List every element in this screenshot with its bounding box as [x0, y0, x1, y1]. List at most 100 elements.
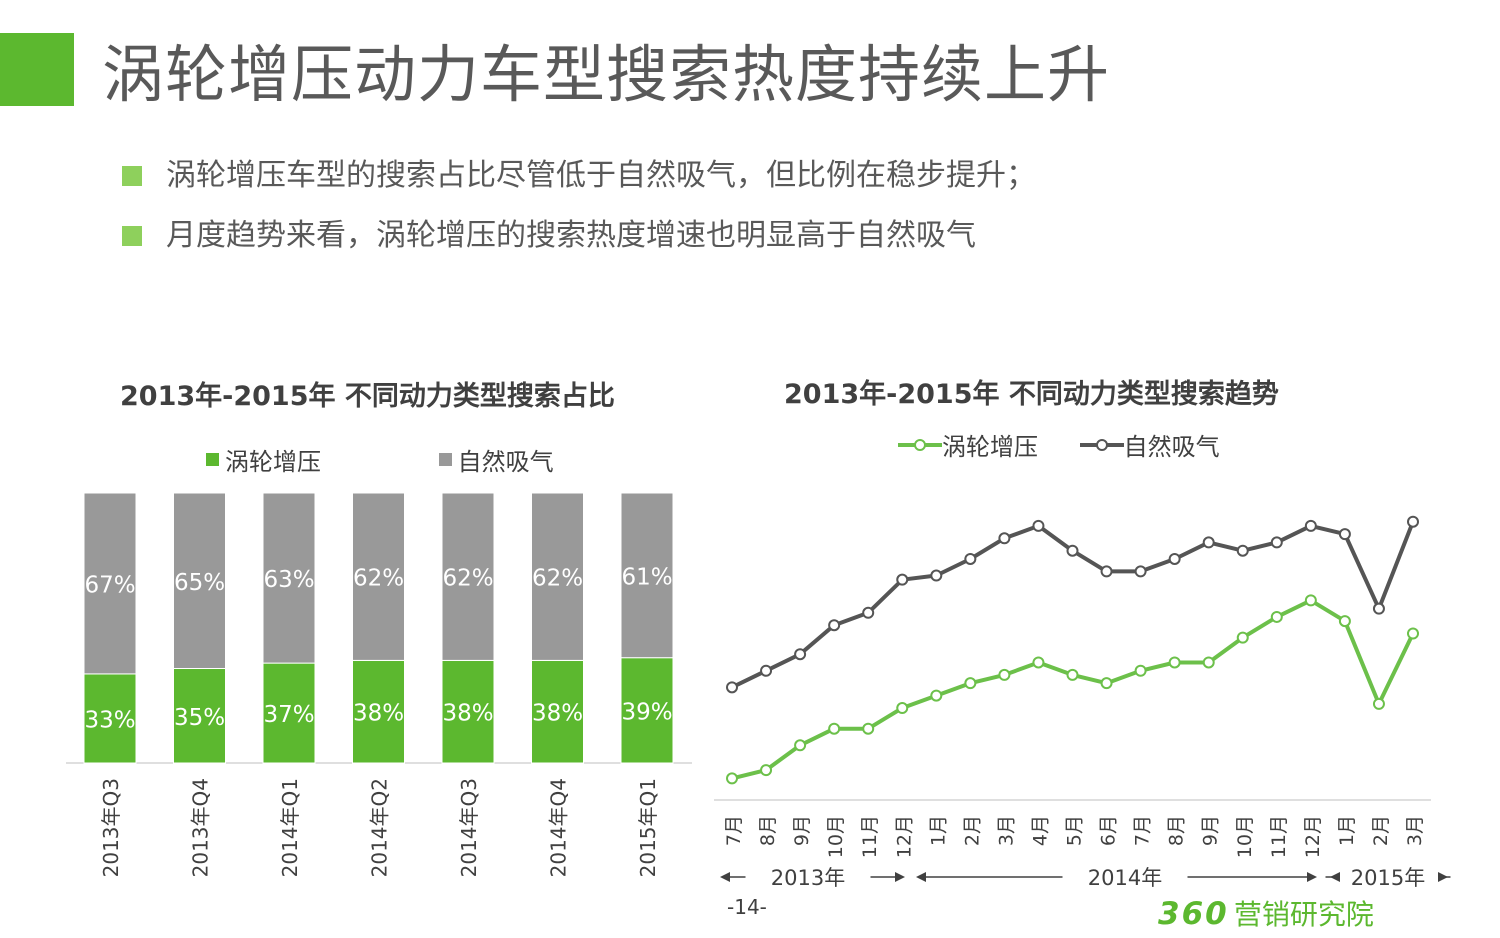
- legend-swatch-natural: [438, 453, 452, 466]
- line-point-turbo: [1202, 656, 1215, 669]
- line-point-natural: [1407, 515, 1419, 528]
- legend-swatch-turbo: [206, 453, 219, 466]
- line-point-natural: [1372, 602, 1385, 615]
- line-month-label: 5月: [1064, 815, 1086, 846]
- line-month-label: 12月: [1302, 815, 1324, 858]
- logo-text: 营销研究院: [1233, 898, 1374, 931]
- line-point-natural: [794, 648, 807, 661]
- line-month-label: 2月: [961, 815, 983, 846]
- bar-data-label-natural: 61%: [621, 564, 672, 590]
- line-chart-legend: 涡轮增压 自然吸气: [898, 427, 1220, 462]
- bar-data-label-turbo: 35%: [174, 705, 225, 731]
- bar-category-label: 2013年Q3: [99, 778, 123, 877]
- line-month-label: 11月: [859, 815, 881, 858]
- line-month-label: 3月: [995, 815, 1017, 846]
- line-month-label: 10月: [825, 815, 847, 858]
- page-number: -14-: [727, 895, 767, 919]
- bar-data-label-natural: 63%: [263, 567, 314, 593]
- line-point-natural: [828, 619, 841, 632]
- line-point-natural: [1338, 528, 1351, 541]
- line-point-turbo: [1100, 677, 1113, 690]
- arrow-left-icon: [720, 872, 730, 882]
- line-point-turbo: [1270, 610, 1283, 623]
- bullet-item: 涡轮增压车型的搜索占比尽管低于自然吸气，但比例在稳步提升；: [122, 148, 1036, 208]
- line-point-turbo: [1168, 656, 1181, 669]
- line-point-turbo: [794, 739, 807, 752]
- line-point-turbo: [862, 722, 875, 735]
- bar-turbo: [262, 662, 316, 764]
- bullet-item: 月度趋势来看，涡轮增压的搜索热度增速也明显高于自然吸气: [122, 208, 1036, 268]
- bar-chart-title: 2013年-2015年 不同动力类型搜索占比: [120, 381, 615, 412]
- arrow-right-icon: [1307, 872, 1317, 882]
- legend-item-natural: 自然吸气: [438, 442, 554, 477]
- line-point-natural: [1270, 536, 1283, 549]
- bar-data-label-natural: 62%: [353, 566, 404, 592]
- bar-natural: [262, 492, 316, 664]
- brand-logo: 360 营销研究院: [1158, 893, 1374, 933]
- legend-item-turbo: 涡轮增压: [206, 442, 321, 477]
- line-point-turbo: [726, 772, 738, 785]
- line-chart-title: 2013年-2015年 不同动力类型搜索趋势: [784, 379, 1279, 410]
- line-point-natural: [726, 681, 738, 694]
- bar-data-label-natural: 62%: [532, 566, 583, 592]
- line-point-turbo: [1134, 664, 1147, 677]
- bar-data-label-natural: 67%: [84, 572, 135, 598]
- line-year-label: 2014年: [1088, 866, 1162, 890]
- line-month-label: 1月: [1336, 815, 1358, 846]
- line-point-natural: [1032, 519, 1045, 532]
- line-year-label: 2013年: [771, 866, 845, 890]
- bar-turbo: [83, 673, 137, 764]
- line-month-label: 11月: [1268, 815, 1290, 858]
- line-month-label: 9月: [791, 815, 813, 846]
- line-year-label: 2015年: [1351, 866, 1425, 890]
- bullet-text: 涡轮增压车型的搜索占比尽管低于自然吸气，但比例在稳步提升；: [166, 158, 1036, 193]
- line-month-label: 9月: [1200, 815, 1222, 846]
- bar-data-label-turbo: 39%: [621, 699, 672, 725]
- bar-category-label: 2014年Q4: [547, 778, 571, 877]
- page-title: 涡轮增压动力车型搜索热度持续上升: [102, 38, 1111, 111]
- line-point-turbo: [1236, 631, 1249, 644]
- line-month-label: 4月: [1029, 815, 1051, 846]
- bar-natural: [173, 492, 226, 669]
- legend-line-turbo-icon: [898, 438, 942, 451]
- bar-category-label: 2014年Q2: [368, 778, 392, 877]
- bar-category-label: 2015年Q1: [636, 778, 660, 877]
- line-point-natural: [1134, 565, 1147, 578]
- line-point-turbo: [1304, 594, 1317, 607]
- line-point-turbo: [896, 702, 909, 715]
- legend-label-turbo-line: 涡轮增压: [942, 433, 1038, 461]
- legend-item-turbo-line: 涡轮增压: [898, 427, 1038, 462]
- line-point-turbo: [998, 668, 1011, 681]
- bar-data-label-natural: 62%: [442, 566, 493, 592]
- arrow-right-icon: [1438, 872, 1448, 882]
- line-point-turbo: [1032, 656, 1045, 669]
- line-month-label: 7月: [1132, 815, 1154, 846]
- arrow-right-icon: [895, 872, 905, 882]
- line-month-label: 10月: [1234, 815, 1256, 858]
- line-point-natural: [896, 573, 909, 586]
- line-point-natural: [1304, 519, 1317, 532]
- line-month-label: 1月: [927, 815, 949, 846]
- legend-label-natural-line: 自然吸气: [1123, 433, 1220, 461]
- bullet-square-icon: [122, 166, 142, 186]
- line-month-label: 7月: [723, 815, 745, 846]
- line-month-label: 8月: [1166, 815, 1188, 846]
- line-month-label: 6月: [1098, 815, 1120, 846]
- bar-natural: [531, 492, 584, 661]
- line-point-turbo: [1338, 615, 1351, 628]
- line-point-natural: [964, 552, 977, 565]
- logo-number: 360: [1158, 896, 1229, 932]
- line-point-natural: [1066, 544, 1079, 557]
- legend-label-turbo: 涡轮增压: [225, 448, 321, 476]
- bar-data-label-natural: 65%: [174, 570, 225, 596]
- line-point-turbo: [760, 764, 773, 777]
- title-accent-block: [0, 33, 74, 106]
- line-month-label: 3月: [1404, 815, 1426, 846]
- line-point-natural: [760, 664, 773, 677]
- bar-natural: [83, 492, 137, 675]
- bullet-list: 涡轮增压车型的搜索占比尽管低于自然吸气，但比例在稳步提升； 月度趋势来看，涡轮增…: [122, 148, 1036, 268]
- bar-turbo: [620, 657, 674, 764]
- line-point-natural: [862, 606, 875, 619]
- line-month-label: 2月: [1370, 815, 1392, 846]
- line-point-natural: [1202, 536, 1215, 549]
